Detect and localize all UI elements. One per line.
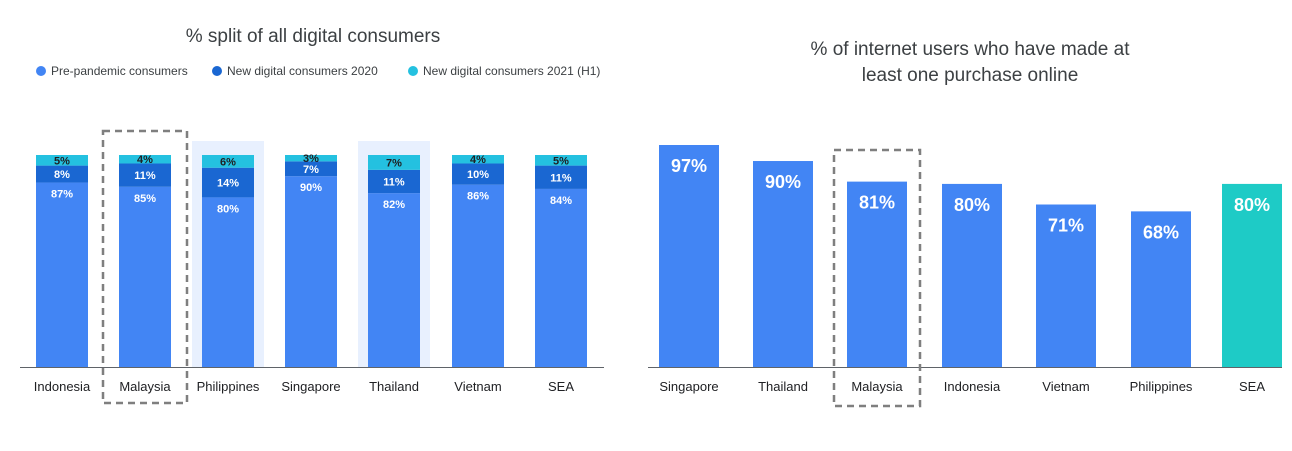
bar-malaysia-pre-pandemic-consumers <box>119 186 171 367</box>
bar-singapore <box>659 145 719 367</box>
data-label-philippines-new-digital-consumers-2021-h1: 6% <box>220 156 236 168</box>
data-label-malaysia-pre-pandemic-consumers: 85% <box>134 193 156 205</box>
legend-label-pre-pandemic-consumers: Pre-pandemic consumers <box>51 64 188 78</box>
legend-marker-pre-pandemic-consumers <box>36 66 46 76</box>
bar-singapore-pre-pandemic-consumers <box>285 176 337 367</box>
x-tick-malaysia: Malaysia <box>119 379 171 394</box>
data-label-indonesia-new-digital-consumers-2021-h1: 5% <box>54 155 70 167</box>
bar-philippines-new-digital-consumers-2020 <box>202 167 254 198</box>
data-label-sea: 80% <box>1234 195 1270 215</box>
x-tick-vietnam: Vietnam <box>454 379 501 394</box>
bar-indonesia-new-digital-consumers-2021-h1 <box>36 155 88 166</box>
legend-label-new-digital-consumers-2020: New digital consumers 2020 <box>227 64 378 78</box>
x-tick-philippines: Philippines <box>197 379 260 394</box>
data-label-thailand-pre-pandemic-consumers: 82% <box>383 199 405 211</box>
data-label-malaysia: 81% <box>859 193 895 213</box>
data-label-vietnam: 71% <box>1048 216 1084 236</box>
bar-vietnam-new-digital-consumers-2021-h1 <box>452 155 504 164</box>
bar-vietnam-pre-pandemic-consumers <box>452 184 504 367</box>
x-tick-thailand: Thailand <box>758 379 808 394</box>
data-label-indonesia-new-digital-consumers-2020: 8% <box>54 169 70 181</box>
bar-philippines <box>1131 211 1191 367</box>
data-label-philippines-new-digital-consumers-2020: 14% <box>217 178 239 190</box>
data-label-thailand-new-digital-consumers-2021-h1: 7% <box>386 157 402 169</box>
data-label-thailand: 90% <box>765 172 801 192</box>
highlight-box-malaysia-left <box>101 129 189 405</box>
bar-vietnam-new-digital-consumers-2020 <box>452 163 504 185</box>
x-tick-sea: SEA <box>548 379 574 394</box>
x-tick-thailand: Thailand <box>369 379 419 394</box>
bar-indonesia-new-digital-consumers-2020 <box>36 165 88 183</box>
legend-marker-new-digital-consumers-2020 <box>212 66 222 76</box>
data-label-sea-new-digital-consumers-2020: 11% <box>550 172 572 184</box>
data-label-singapore: 97% <box>671 156 707 176</box>
legend-label-new-digital-consumers-2021-h1: New digital consumers 2021 (H1) <box>423 64 600 78</box>
left-chart-title: % split of all digital consumers <box>186 26 441 47</box>
highlight-box-malaysia-right <box>832 148 922 408</box>
data-label-sea-pre-pandemic-consumers: 84% <box>550 195 572 207</box>
x-tick-philippines: Philippines <box>1130 379 1193 394</box>
bar-malaysia-new-digital-consumers-2020 <box>119 163 171 187</box>
x-tick-singapore: Singapore <box>659 379 718 394</box>
bar-sea-new-digital-consumers-2020 <box>535 165 587 189</box>
x-tick-indonesia: Indonesia <box>944 379 1001 394</box>
bar-indonesia <box>942 183 1002 367</box>
data-label-vietnam-pre-pandemic-consumers: 86% <box>467 191 489 203</box>
bar-malaysia-new-digital-consumers-2021-h1 <box>119 155 171 164</box>
data-label-vietnam-new-digital-consumers-2020: 10% <box>467 169 489 181</box>
bar-malaysia <box>847 181 907 367</box>
data-label-vietnam-new-digital-consumers-2021-h1: 4% <box>470 154 486 166</box>
x-tick-malaysia: Malaysia <box>851 379 903 394</box>
data-label-philippines: 68% <box>1143 222 1179 242</box>
bar-thailand-new-digital-consumers-2020 <box>368 169 420 194</box>
bar-singapore-new-digital-consumers-2020 <box>285 161 337 177</box>
x-tick-indonesia: Indonesia <box>34 379 91 394</box>
data-label-malaysia-new-digital-consumers-2021-h1: 4% <box>137 154 153 166</box>
data-label-thailand-new-digital-consumers-2020: 11% <box>383 177 405 189</box>
data-label-indonesia: 80% <box>954 195 990 215</box>
bar-vietnam <box>1036 204 1096 367</box>
data-label-singapore-pre-pandemic-consumers: 90% <box>300 182 322 194</box>
bar-philippines-new-digital-consumers-2021-h1 <box>202 155 254 168</box>
bar-thailand-pre-pandemic-consumers <box>368 193 420 367</box>
data-label-singapore-new-digital-consumers-2021-h1: 3% <box>303 153 319 165</box>
bar-sea-pre-pandemic-consumers <box>535 188 587 367</box>
bar-philippines-pre-pandemic-consumers <box>202 197 254 367</box>
bar-sea-new-digital-consumers-2021-h1 <box>535 155 587 166</box>
x-tick-singapore: Singapore <box>281 379 340 394</box>
x-tick-sea: SEA <box>1239 379 1265 394</box>
data-label-singapore-new-digital-consumers-2020: 7% <box>303 164 319 176</box>
bar-sea <box>1222 183 1282 367</box>
data-label-philippines-pre-pandemic-consumers: 80% <box>217 203 239 215</box>
bar-singapore-new-digital-consumers-2021-h1 <box>285 155 337 162</box>
bar-indonesia-pre-pandemic-consumers <box>36 182 88 367</box>
right-chart-title-line-1: % of internet users who have made at <box>811 39 1131 60</box>
x-tick-vietnam: Vietnam <box>1042 379 1089 394</box>
legend-marker-new-digital-consumers-2021-h1 <box>408 66 418 76</box>
bar-thailand <box>753 161 813 367</box>
right-chart-title-line-2: least one purchase online <box>862 65 1079 86</box>
data-label-sea-new-digital-consumers-2021-h1: 5% <box>553 155 569 167</box>
data-label-malaysia-new-digital-consumers-2020: 11% <box>134 170 156 182</box>
data-label-indonesia-pre-pandemic-consumers: 87% <box>51 189 73 201</box>
bar-thailand-new-digital-consumers-2021-h1 <box>368 155 420 170</box>
